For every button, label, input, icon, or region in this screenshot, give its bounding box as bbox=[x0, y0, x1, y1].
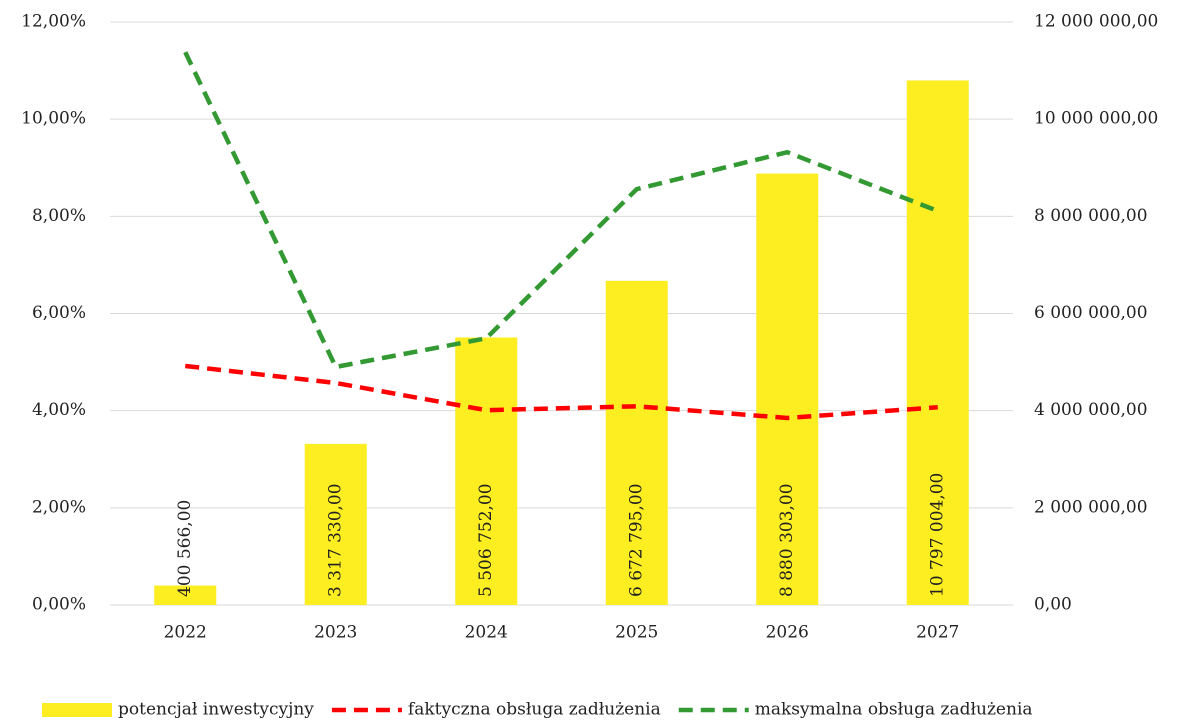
bar-value-label: 3 317 330,00 bbox=[325, 483, 345, 597]
x-tick-label: 2027 bbox=[916, 623, 959, 643]
y-tick-label: 4,00% bbox=[32, 400, 86, 420]
bar bbox=[455, 337, 518, 605]
bar-value-label: 5 506 752,00 bbox=[476, 483, 496, 597]
bar bbox=[605, 280, 668, 605]
x-tick-label: 2022 bbox=[164, 623, 207, 643]
legend-label: maksymalna obsługa zadłużenia bbox=[755, 700, 1033, 720]
y-tick-label: 10,00% bbox=[21, 109, 86, 129]
x-tick-label: 2026 bbox=[766, 623, 809, 643]
y2-tick-label: 2 000 000,00 bbox=[1034, 497, 1148, 517]
y-tick-label: 2,00% bbox=[32, 497, 86, 517]
y-tick-label: 0,00% bbox=[32, 595, 86, 615]
bar bbox=[756, 173, 819, 605]
legend-label: faktyczna obsługa zadłużenia bbox=[408, 700, 661, 720]
legend-swatch bbox=[42, 703, 112, 717]
legend-label: potencjał inwestycyjny bbox=[118, 700, 314, 720]
y2-tick-label: 12 000 000,00 bbox=[1034, 12, 1158, 32]
bar bbox=[304, 443, 367, 605]
x-tick-label: 2023 bbox=[314, 623, 357, 643]
bar-value-label: 400 566,00 bbox=[175, 500, 195, 597]
bar-value-label: 8 880 303,00 bbox=[777, 483, 797, 597]
y2-tick-label: 4 000 000,00 bbox=[1034, 400, 1148, 420]
bar-value-label: 6 672 795,00 bbox=[626, 483, 646, 597]
bar bbox=[154, 585, 217, 605]
line-series bbox=[183, 51, 939, 370]
bar-value-label: 10 797 004,00 bbox=[927, 473, 947, 597]
x-tick-label: 2024 bbox=[465, 623, 508, 643]
y2-tick-label: 6 000 000,00 bbox=[1034, 303, 1148, 323]
line-series bbox=[184, 363, 938, 421]
y-tick-label: 6,00% bbox=[32, 303, 86, 323]
y-tick-label: 12,00% bbox=[21, 12, 86, 32]
y-tick-label: 8,00% bbox=[32, 206, 86, 226]
y2-tick-label: 0,00 bbox=[1034, 595, 1072, 615]
x-tick-label: 2025 bbox=[615, 623, 658, 643]
bar bbox=[906, 80, 969, 605]
y2-tick-label: 8 000 000,00 bbox=[1034, 206, 1148, 226]
y2-tick-label: 10 000 000,00 bbox=[1034, 109, 1158, 129]
